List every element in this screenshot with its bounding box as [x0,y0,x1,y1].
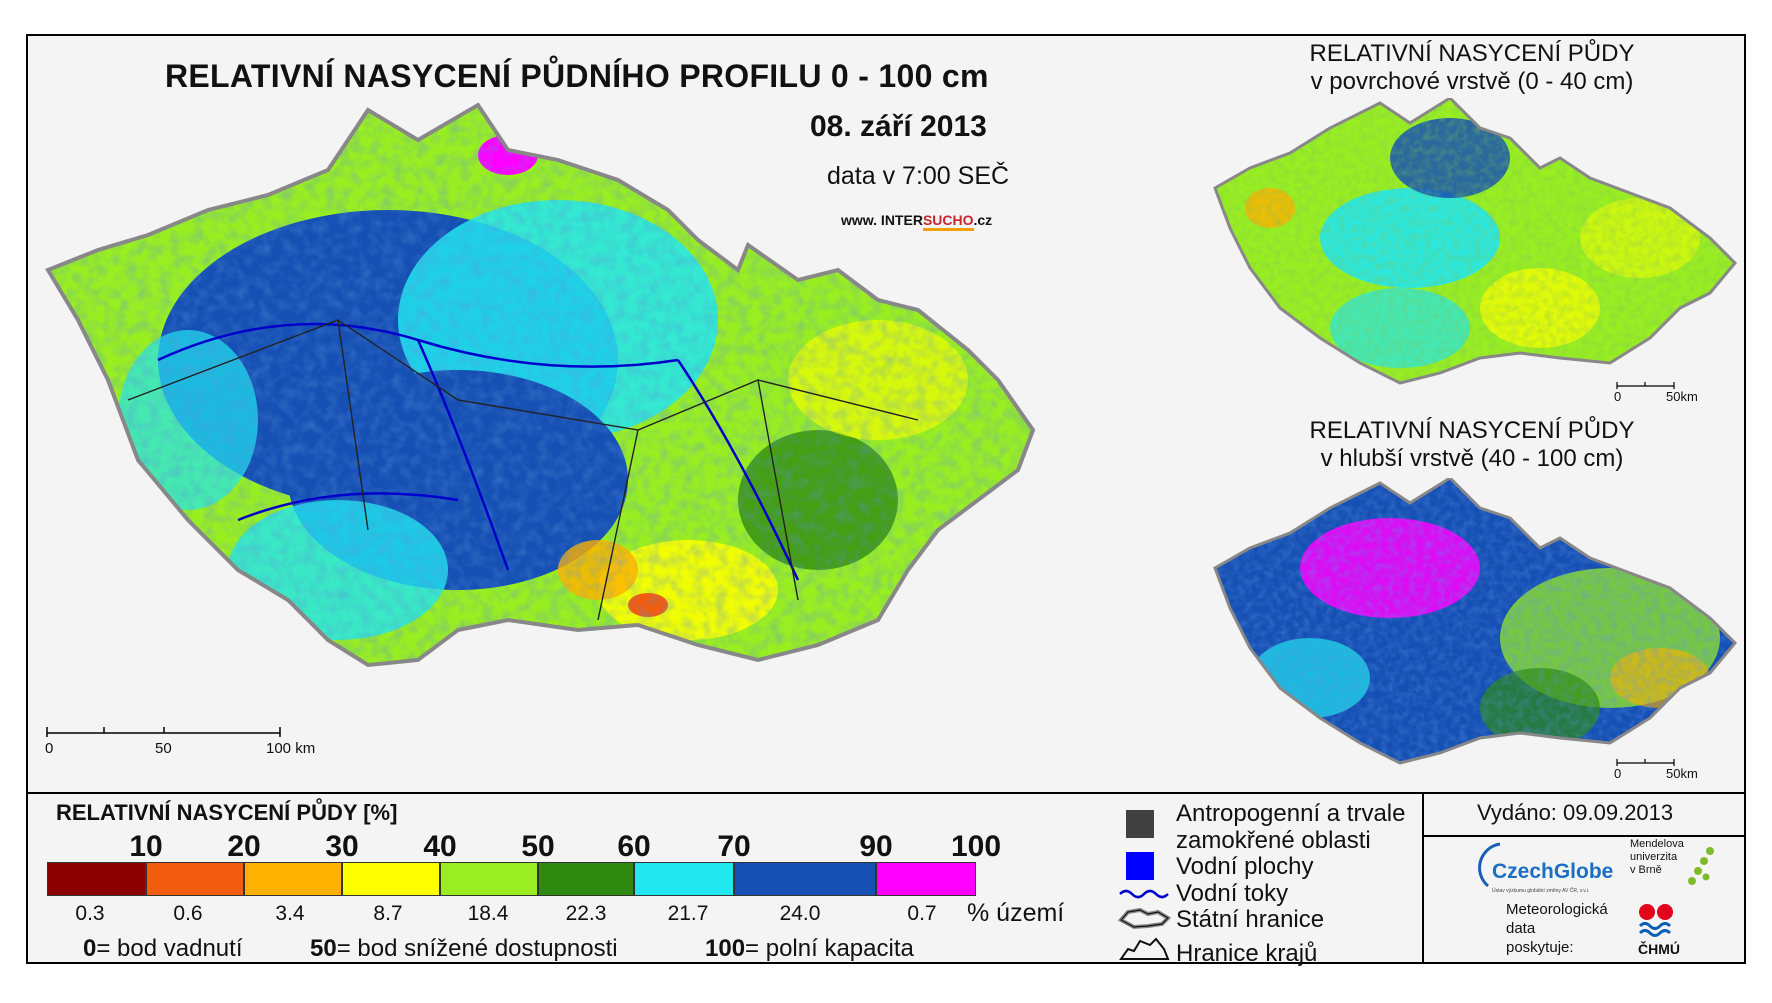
deep-map-title: RELATIVNÍ NASYCENÍ PŮDY v hlubší vrstvě (… [1309,417,1635,472]
state-border-symbol [1118,907,1172,930]
issued-separator [1422,794,1424,964]
czechglobe-text: CzechGlobe [1492,860,1613,883]
chmu-logo: ČHMÚ [1630,902,1690,965]
legend-title: RELATIVNÍ NASYCENÍ PŮDY [%] [56,800,398,825]
pct-6: 21.7 [667,902,709,925]
main-scale-bar [46,727,281,737]
pct-3: 8.7 [373,902,403,925]
pct-0: 0.3 [75,902,105,925]
czechglobe-mark: CzechGlobe Ústav výzkumu globální změny … [1478,842,1613,894]
threshold-20: 20 [227,830,261,863]
class-20-30 [244,862,342,896]
class-70-90 [734,862,876,896]
footnote-0: 0= bod vadnutí [83,935,243,962]
class-50-60 [538,862,634,896]
pct-8: 0.7 [907,902,937,925]
pct-2: 3.4 [275,902,305,925]
class-60-70 [634,862,734,896]
issued-underline [1424,835,1746,837]
bottom-scale-0: 0 [1614,766,1622,781]
anthropogenic-label: Antropogenní a trvale zamokřené oblasti [1176,800,1406,854]
water-bodies-swatch [1126,852,1154,880]
pct-unit: % území [967,899,1065,927]
data-time-label: data v 7:00 SEČ [827,162,1010,190]
pct-7: 24.0 [779,902,821,925]
threshold-50: 50 [521,830,555,863]
anthropogenic-swatch [1126,810,1154,838]
provider-text: Meteorologická data poskytuje: [1506,901,1608,956]
class-10-20 [146,862,244,896]
date-label: 08. září 2013 [810,110,987,143]
deep-layer-map [1213,478,1738,765]
czechglobe-subtext: Ústav výzkumu globální změny AV ČR, v.v.… [1492,887,1589,894]
czechglobe-logo: CzechGlobe Ústav výzkumu globální změny … [1470,838,1620,901]
rivers-symbol [1119,889,1169,899]
mendel-logo: Mendelova univerzita v Brně [1630,838,1684,876]
main-title: RELATIVNÍ NASYCENÍ PŮDNÍHO PROFILU 0 - 1… [165,58,989,94]
state-border-label: Státní hranice [1176,906,1325,933]
threshold-30: 30 [325,830,359,863]
threshold-70: 70 [717,830,751,863]
main-scale-100: 100 km [266,740,316,757]
main-scale-0: 0 [45,740,54,757]
main-map [45,102,1036,668]
pct-1: 0.6 [173,902,203,925]
threshold-60: 60 [617,830,651,863]
threshold-90: 90 [859,830,893,863]
chmu-text: ČHMÚ [1638,940,1680,957]
region-border-label: Hranice krajů [1176,940,1318,967]
class-40-50 [440,862,538,896]
class-0-10 [47,862,146,896]
surface-layer-map [1213,98,1738,385]
pct-5: 22.3 [565,902,607,925]
top-scale-0: 0 [1614,389,1622,404]
mendel-dots-icon [1688,847,1714,885]
top-scale-50: 50km [1666,389,1698,404]
water-bodies-label: Vodní plochy [1176,853,1314,880]
threshold-10: 10 [129,830,163,863]
top-scale-bar [1616,382,1675,389]
chmu-mark: ČHMÚ [1638,904,1680,957]
footnote-100: 100= polní kapacita [705,935,914,962]
surface-map-title: RELATIVNÍ NASYCENÍ PŮDY v povrchové vrstv… [1309,40,1635,95]
main-scale-50: 50 [155,740,172,757]
threshold-40: 40 [423,830,457,863]
rivers-label: Vodní toky [1176,880,1289,907]
legend-divider [26,792,1746,794]
issued-date: Vydáno: 09.09.2013 [1477,800,1674,825]
bottom-scale-bar [1616,759,1675,766]
class-30-40 [342,862,440,896]
class-90-100 [876,862,976,896]
website-link[interactable]: www. INTERSUCHO.cz [841,212,992,231]
pct-4: 18.4 [467,902,509,925]
footnote-50: 50= bod snížené dostupnosti [310,935,618,962]
bottom-scale-50: 50km [1666,766,1698,781]
region-border-symbol [1119,937,1170,960]
threshold-100: 100 [950,830,1002,863]
